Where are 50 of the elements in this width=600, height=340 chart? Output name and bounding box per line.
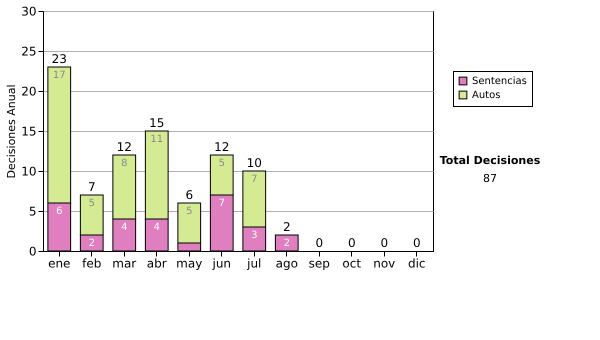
total-label: 15 [149,116,164,130]
total-label: 12 [116,140,132,154]
data-label: 2 [284,238,290,249]
data-label: 7 [218,198,225,209]
data-label: 3 [251,230,258,241]
x-tick-label: may [176,256,202,270]
total-label: 7 [88,180,96,194]
total-label: 6 [185,188,194,202]
data-label: 4 [154,222,160,233]
y-tick-label: 30 [21,4,36,18]
data-label: 6 [56,206,62,217]
total-label: 23 [52,52,67,66]
total-label: 10 [246,156,262,170]
x-tick-label: mar [112,256,136,270]
y-tick-label: 10 [21,164,36,178]
x-tick-label: ene [48,256,70,270]
x-tick-label: abr [146,256,167,270]
total-label: 0 [315,236,324,250]
x-tick-label: sep [308,256,330,270]
y-tick-label: 20 [21,84,36,98]
y-tick-label: 0 [28,244,36,258]
data-label: 5 [88,198,95,209]
legend-label: Autos [472,90,500,101]
y-axis-title: Decisiones Anual [5,84,18,179]
x-tick-label: jun [211,256,232,270]
total-label: 2 [282,220,291,234]
data-label: 5 [186,206,192,217]
y-tick-label: 15 [21,124,36,138]
total-label: 0 [348,236,356,250]
x-tick-label: feb [82,256,102,270]
data-label: 17 [52,70,66,81]
legend-label: Sentencias [472,76,527,87]
text: 87 [483,172,497,185]
data-label: 8 [121,158,128,169]
data-label: 11 [150,134,164,145]
data-label: 5 [218,158,225,169]
x-tick-label: nov [373,256,396,270]
data-label: 2 [88,238,95,249]
x-tick-label: oct [342,256,362,270]
data-label: 4 [121,222,128,233]
x-tick-label: jul [246,256,262,270]
total-label: 0 [380,236,388,250]
x-tick-label: ago [276,256,298,270]
y-tick-label: 5 [28,204,36,218]
text: Total Decisiones [440,154,541,167]
x-tick-label: dic [408,256,426,270]
total-label: 0 [412,236,421,250]
data-label: 7 [251,174,258,185]
total-label: 12 [214,140,230,154]
y-tick-label: 25 [21,44,36,58]
